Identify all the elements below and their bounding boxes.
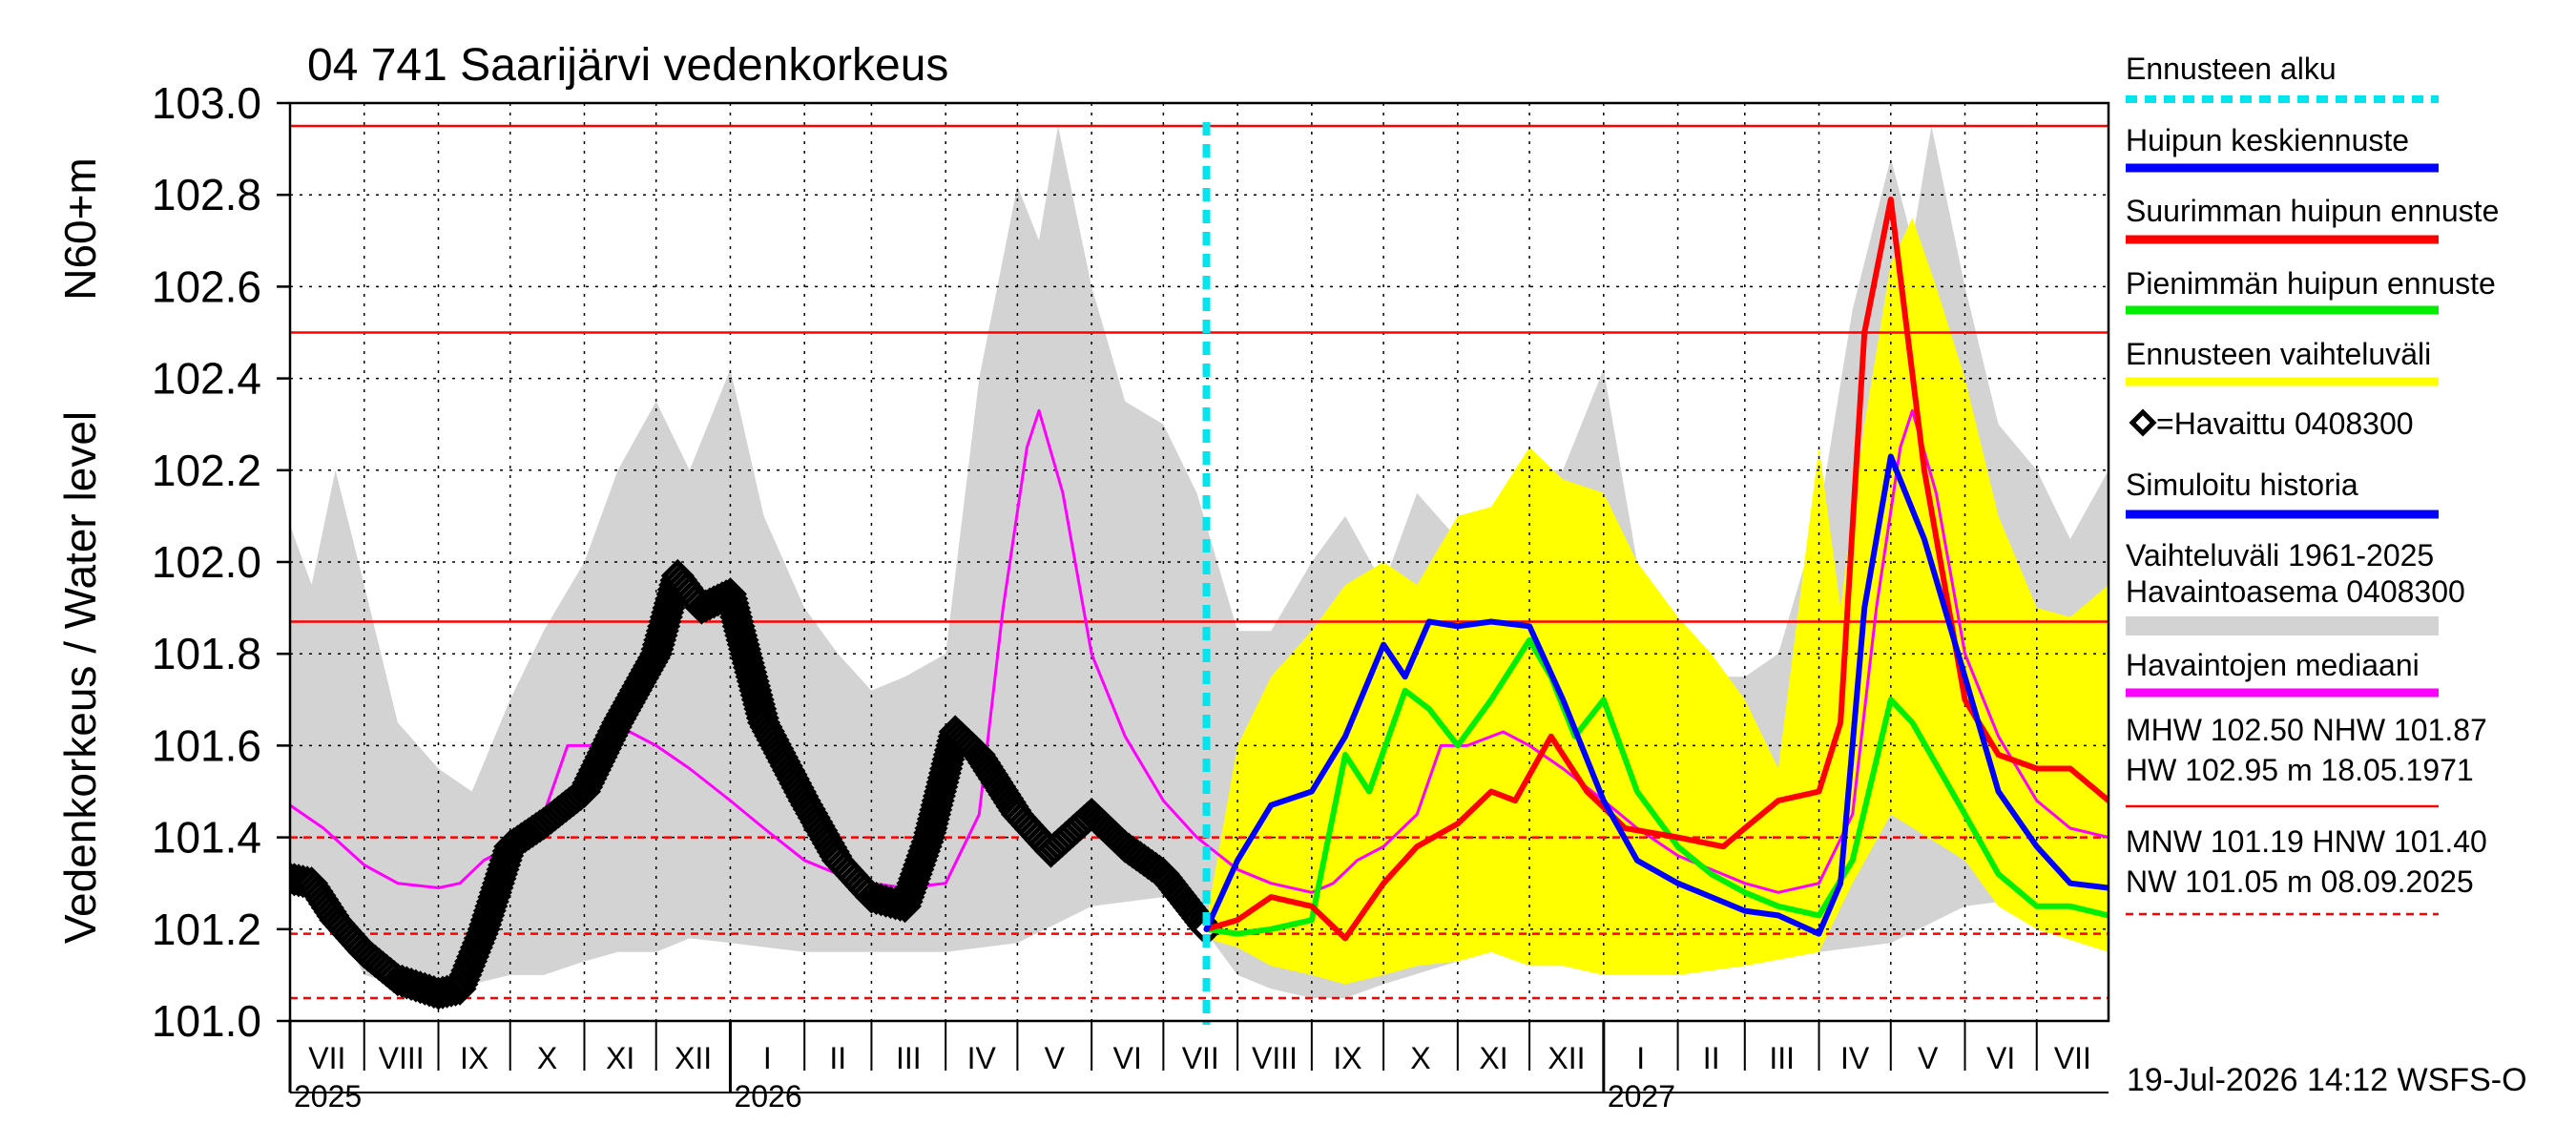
legend-label: Vaihteluväli 1961-2025 xyxy=(2126,538,2434,572)
legend-label-line2: HW 102.95 m 18.05.1971 xyxy=(2126,753,2474,787)
month-label: IX xyxy=(460,1041,488,1075)
month-label: IV xyxy=(967,1041,997,1075)
month-label: XI xyxy=(606,1041,634,1075)
month-label: VI xyxy=(1986,1041,2015,1075)
y-tick-label: 102.2 xyxy=(152,446,261,495)
plot-area xyxy=(290,103,2109,1025)
legend-item-9: Havaintojen mediaani xyxy=(2126,648,2439,697)
y-axis-unit-label: N60+m xyxy=(55,157,105,301)
legend-item-1: Ennusteen alku xyxy=(2126,52,2439,103)
chart-title: 04 741 Saarijärvi vedenkorkeus xyxy=(307,40,948,91)
month-label: X xyxy=(537,1041,557,1075)
month-label: XII xyxy=(1548,1041,1585,1075)
legend-label: Simuloitu historia xyxy=(2126,468,2358,502)
series-huipun-keskiennuste xyxy=(1203,453,2109,937)
forecast-range-band xyxy=(1206,218,2109,985)
legend-label: Suurimman huipun ennuste xyxy=(2126,194,2499,228)
legend-label: =Havaittu 0408300 xyxy=(2156,406,2414,441)
y-tick-label: 101.0 xyxy=(152,996,261,1046)
legend-label: Havaintojen mediaani xyxy=(2126,648,2420,682)
legend-item-5: Ennusteen vaihteluväli xyxy=(2126,337,2439,386)
month-label: VIII xyxy=(379,1041,425,1075)
legend-label: MHW 102.50 NHW 101.87 xyxy=(2126,713,2487,747)
series-pienimmän-huipun-ennuste xyxy=(1203,636,2109,937)
legend-label-line2: NW 101.05 m 08.09.2025 xyxy=(2126,864,2474,899)
legend-label: Ennusteen alku xyxy=(2126,52,2337,86)
month-label: XI xyxy=(1479,1041,1507,1075)
legend-label: MNW 101.19 HNW 101.40 xyxy=(2126,824,2487,859)
y-tick-label: 101.2 xyxy=(152,905,261,954)
legend-label-line2: Havaintoasema 0408300 xyxy=(2126,574,2465,609)
legend-label: Ennusteen vaihteluväli xyxy=(2126,337,2431,371)
month-label: X xyxy=(1410,1041,1430,1075)
legend-item-11: MNW 101.19 HNW 101.40 NW 101.05 m 08.09.2… xyxy=(2126,824,2487,916)
month-label: V xyxy=(1918,1041,1939,1075)
month-label: IV xyxy=(1840,1041,1870,1075)
legend-item-6: =Havaittu 0408300 xyxy=(2129,406,2414,441)
legend-item-7: Simuloitu historia xyxy=(2126,468,2439,519)
y-tick-label: 102.4 xyxy=(152,354,261,404)
year-label: 2025 xyxy=(294,1079,362,1114)
legend-diamond-marker xyxy=(2129,408,2157,437)
month-label: VII xyxy=(308,1041,345,1075)
month-label: XII xyxy=(675,1041,712,1075)
legend-label: Huipun keskiennuste xyxy=(2126,123,2409,157)
y-tick-label: 101.8 xyxy=(152,629,261,678)
legend-item-3: Suurimman huipun ennuste xyxy=(2126,194,2499,244)
timestamp-footer: 19-Jul-2026 14:12 WSFS-O xyxy=(2127,1062,2527,1098)
month-label: VIII xyxy=(1252,1041,1298,1075)
y-tick-label: 103.0 xyxy=(152,78,261,128)
axes: 101.0 101.2 101.4 101.6 101.8 102.0 102.2 102.4… xyxy=(152,78,2110,1114)
legend: Ennusteen alku Huipun keskiennuste Suurimm… xyxy=(2126,52,2499,916)
legend-item-10: MHW 102.50 NHW 101.87 HW 102.95 m 18.05.1… xyxy=(2126,713,2487,808)
observed-series-markers xyxy=(290,558,1224,1010)
legend-item-2: Huipun keskiennuste xyxy=(2126,123,2439,173)
plot-content xyxy=(290,103,2109,1021)
month-label: VII xyxy=(2054,1041,2091,1075)
y-axis-label: Vedenkorkeus / Water level xyxy=(55,411,105,944)
month-label: III xyxy=(1769,1041,1795,1075)
legend-item-4: Pienimmän huipun ennuste xyxy=(2126,266,2496,315)
month-label: VII xyxy=(1182,1041,1219,1075)
year-label: 2026 xyxy=(734,1079,801,1114)
month-label: II xyxy=(829,1041,846,1075)
series-havaintojen-mediaani xyxy=(290,408,2109,894)
month-label: II xyxy=(1703,1041,1720,1075)
y-tick-label: 101.4 xyxy=(152,813,261,863)
month-label: IX xyxy=(1333,1041,1361,1075)
y-tick-label: 102.6 xyxy=(152,261,261,311)
year-label: 2027 xyxy=(1608,1079,1675,1114)
y-tick-label: 101.6 xyxy=(152,720,261,770)
month-label: I xyxy=(1636,1041,1645,1075)
month-label: III xyxy=(896,1041,922,1075)
month-label: I xyxy=(763,1041,772,1075)
month-label: V xyxy=(1045,1041,1066,1075)
y-tick-label: 102.8 xyxy=(152,170,261,219)
y-tick-label: 102.0 xyxy=(152,537,261,587)
month-label: VI xyxy=(1113,1041,1142,1075)
legend-label: Pienimmän huipun ennuste xyxy=(2126,266,2496,301)
